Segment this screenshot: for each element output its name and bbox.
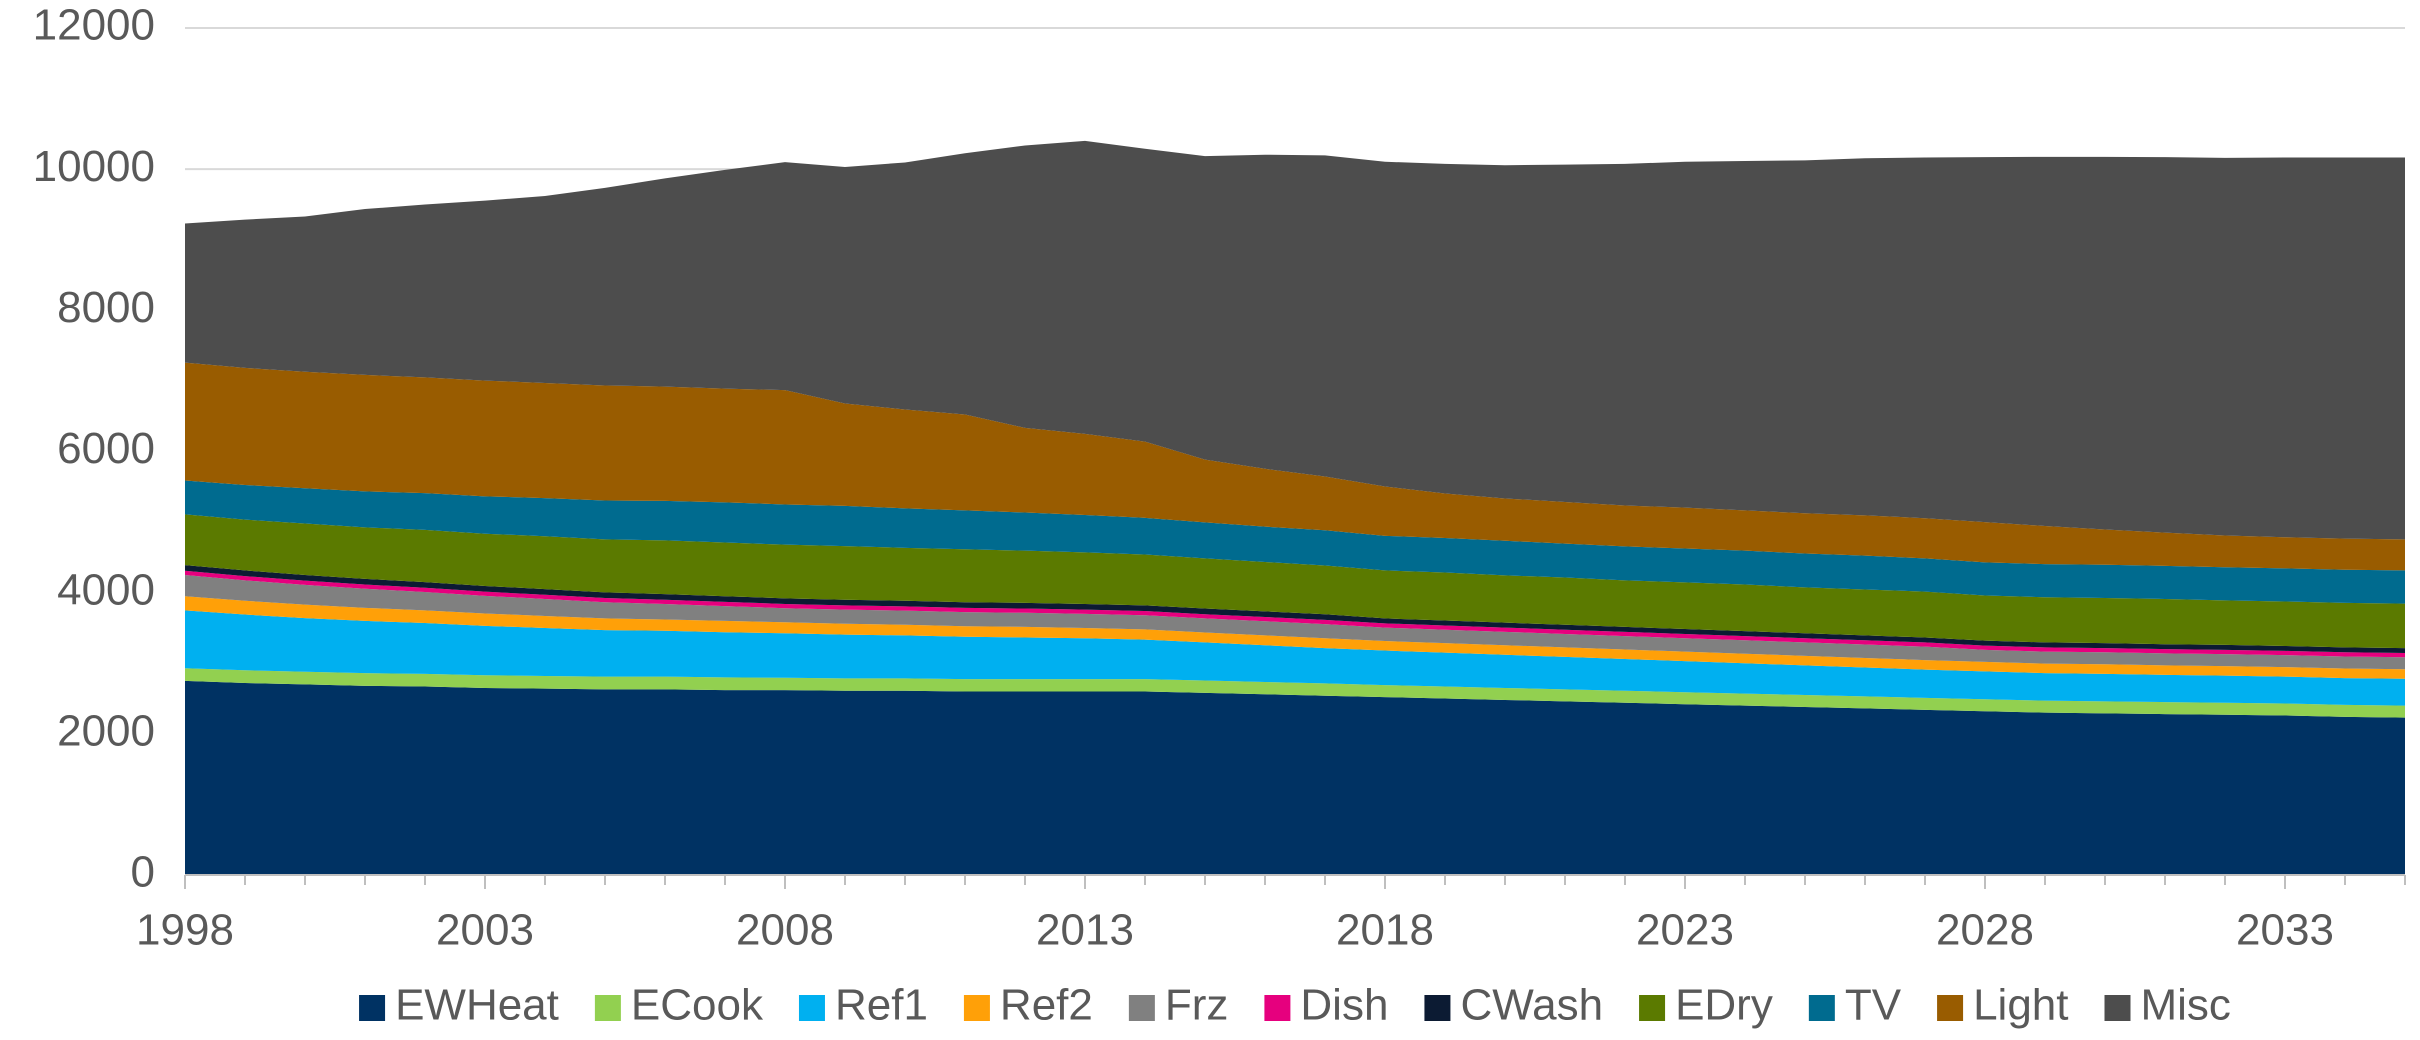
y-tick-label: 8000 [57, 283, 155, 332]
legend-label: Ref1 [835, 981, 928, 1030]
legend-swatch [963, 995, 990, 1021]
x-tick-label: 2003 [436, 906, 534, 955]
legend-swatch [1424, 995, 1451, 1021]
legend-swatch [594, 995, 621, 1021]
area [185, 480, 2405, 604]
legend: EWHeat ECook Ref1 Ref2 Frz Dish CWash EDry TV Lig… [359, 981, 2231, 1030]
x-tick-label: 2028 [1936, 906, 2034, 955]
x-tick-label: 2033 [2236, 906, 2334, 955]
y-tick-label: 10000 [33, 142, 155, 191]
area [185, 362, 2405, 571]
legend-label: Light [1973, 981, 2068, 1030]
legend-swatch [798, 995, 825, 1021]
legend-label: Ref2 [1000, 981, 1093, 1030]
legend-label: CWash [1460, 981, 1603, 1030]
x-tick-label: 2013 [1036, 906, 1134, 955]
legend-swatch [1639, 995, 1666, 1021]
y-tick-label: 4000 [57, 565, 155, 614]
area [185, 514, 2405, 649]
legend-label: Dish [1300, 981, 1388, 1030]
legend-swatch [1264, 995, 1291, 1021]
x-tick-label: 2023 [1636, 906, 1734, 955]
area [185, 668, 2405, 718]
legend-swatch [1937, 995, 1964, 1021]
legend-label: Misc [2141, 981, 2231, 1030]
x-tick-label: 1998 [136, 906, 234, 955]
legend-label: EWHeat [395, 981, 559, 1030]
legend-label: ECook [631, 981, 764, 1030]
legend-swatch [1128, 995, 1155, 1021]
y-tick-label: 2000 [57, 706, 155, 755]
legend-swatch [2104, 995, 2131, 1021]
x-tick-label: 2008 [736, 906, 834, 955]
y-tick-label: 12000 [33, 1, 155, 50]
legend-label: EDry [1675, 981, 1773, 1030]
y-tick-label: 0 [131, 848, 155, 897]
x-tick-label: 2018 [1336, 906, 1434, 955]
area [185, 575, 2405, 670]
legend-label: TV [1845, 981, 1902, 1030]
area [185, 680, 2405, 875]
area [185, 610, 2405, 706]
area [185, 596, 2405, 679]
legend-label: Frz [1165, 981, 1229, 1030]
legend-swatch [1808, 995, 1835, 1021]
y-tick-label: 6000 [57, 424, 155, 473]
legend-swatch [359, 995, 386, 1021]
area [185, 140, 2405, 540]
